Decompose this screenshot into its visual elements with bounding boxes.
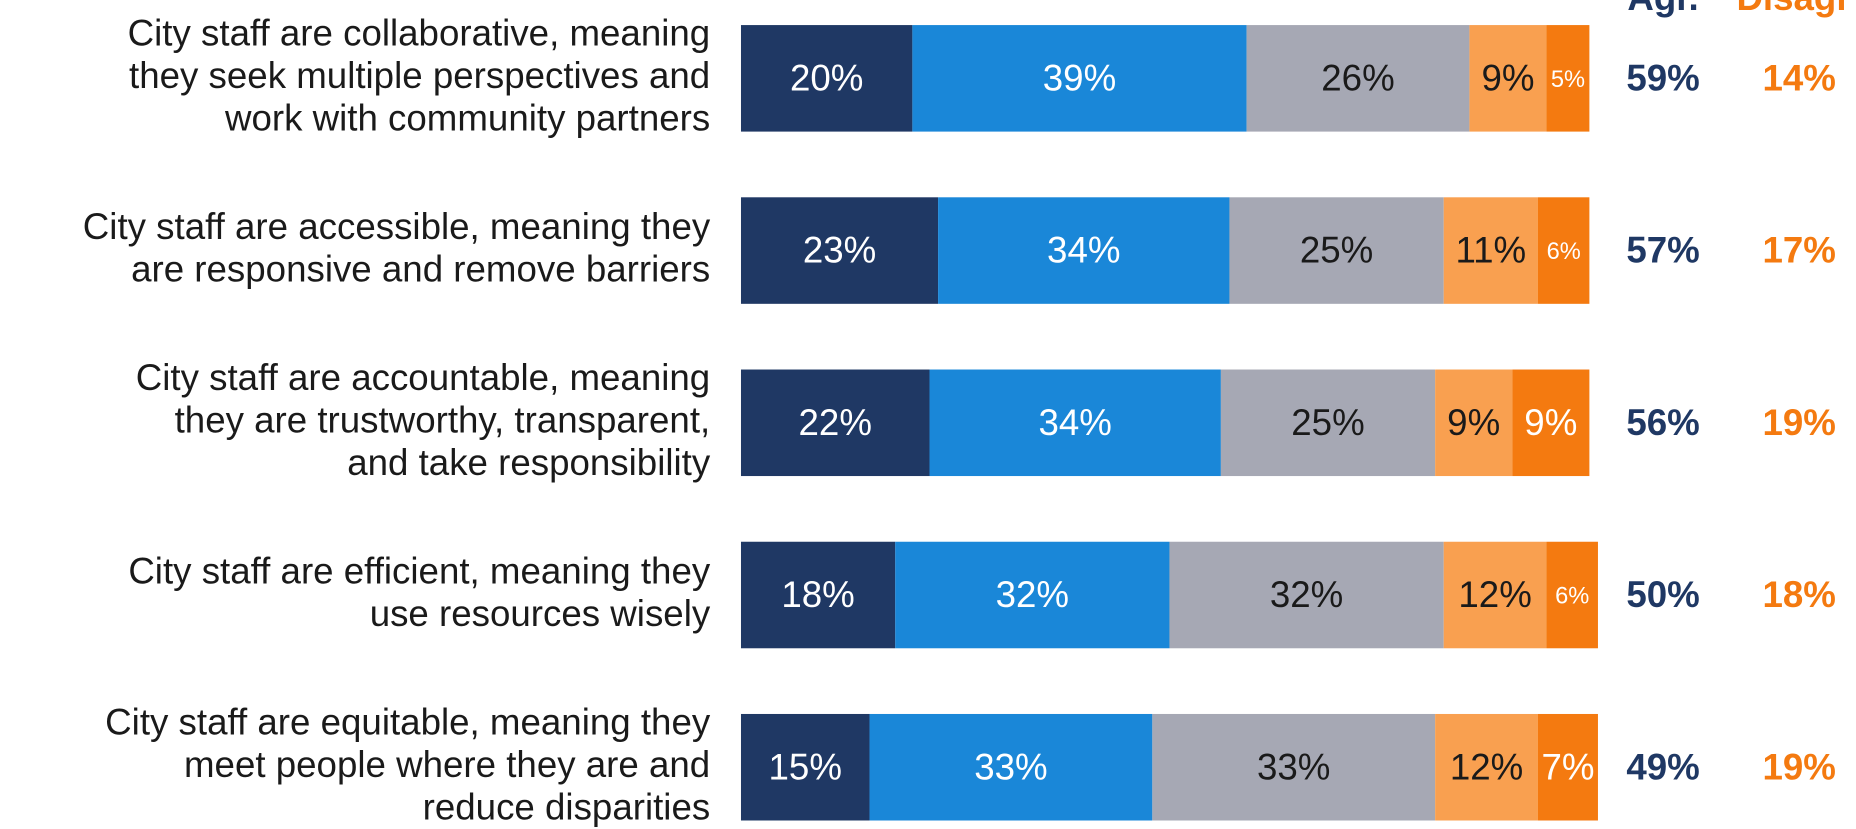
category-label: use resources wisely	[370, 593, 711, 634]
value-label: 6%	[1555, 584, 1589, 610]
total-label: 19%	[1762, 402, 1835, 443]
bar-segment	[1152, 713, 1436, 821]
category-label: City staff are accountable, meaning	[136, 357, 710, 398]
bar-segment	[929, 369, 1221, 477]
value-label: 33%	[974, 746, 1047, 787]
value-label: 9%	[1524, 402, 1577, 443]
category-label: City staff are efficient, meaning they	[128, 550, 711, 591]
value-label: 12%	[1458, 574, 1531, 615]
bar-segment	[1546, 25, 1590, 132]
value-label: 7%	[1541, 746, 1594, 787]
bar-segment	[938, 197, 1230, 304]
value-label: 34%	[1047, 230, 1120, 271]
bar-segment	[1546, 541, 1598, 649]
total-label: 49%	[1626, 746, 1699, 787]
bar-segment	[740, 197, 939, 304]
bar-segment	[1443, 197, 1538, 304]
column-header: Disagr	[1736, 0, 1850, 18]
bar-segment	[740, 541, 896, 649]
value-label: 34%	[1038, 402, 1111, 443]
value-label: 20%	[790, 57, 863, 98]
value-label: 9%	[1447, 402, 1500, 443]
total-label: 14%	[1762, 57, 1835, 98]
value-label: 26%	[1321, 57, 1394, 98]
bar-segment	[1169, 541, 1444, 649]
category-label: City staff are collaborative, meaning	[128, 12, 711, 53]
bar-segment	[895, 541, 1170, 649]
bar-segment	[1443, 541, 1547, 649]
value-label: 25%	[1291, 402, 1364, 443]
total-label: 17%	[1762, 230, 1835, 271]
category-label: are responsive and remove barriers	[131, 249, 710, 290]
category-label: they seek multiple perspectives and	[129, 55, 710, 96]
value-label: 25%	[1300, 230, 1373, 271]
bar-segment	[740, 369, 930, 477]
value-label: 15%	[769, 746, 842, 787]
value-label: 22%	[799, 402, 872, 443]
value-label: 39%	[1043, 57, 1116, 98]
category-label: meet people where they are and	[184, 744, 710, 785]
value-label: 12%	[1450, 746, 1523, 787]
value-label: 6%	[1547, 239, 1581, 265]
value-label: 32%	[1270, 574, 1343, 615]
bar-segment	[1469, 25, 1547, 132]
total-label: 19%	[1762, 746, 1835, 787]
category-label: they are trustworthy, transparent,	[175, 399, 711, 440]
value-label: 33%	[1257, 746, 1330, 787]
bar-segment	[740, 25, 913, 132]
value-label: 32%	[996, 574, 1069, 615]
bar-segment	[1435, 713, 1538, 821]
bar-segment	[1537, 197, 1590, 304]
value-label: 5%	[1551, 67, 1585, 93]
bar-segment	[1220, 369, 1436, 477]
bar-segment	[869, 713, 1153, 821]
total-label: 57%	[1626, 230, 1699, 271]
total-label: 59%	[1626, 57, 1699, 98]
column-header: Agr.	[1627, 0, 1698, 18]
value-label: 18%	[781, 574, 854, 615]
bar-segment	[1229, 197, 1444, 304]
bar-segment	[912, 25, 1247, 132]
bar-segment	[1537, 713, 1598, 821]
category-label: City staff are accessible, meaning they	[83, 206, 711, 247]
category-label: reduce disparities	[423, 787, 711, 828]
total-label: 56%	[1626, 402, 1699, 443]
bar-segment	[740, 713, 870, 821]
value-label: 11%	[1455, 230, 1526, 271]
category-label: work with community partners	[224, 98, 710, 139]
total-label: 50%	[1626, 574, 1699, 615]
category-label: and take responsibility	[347, 442, 711, 483]
total-label: 18%	[1762, 574, 1835, 615]
category-label: City staff are equitable, meaning they	[105, 701, 711, 742]
bar-segment	[1512, 369, 1590, 477]
value-label: 23%	[803, 230, 876, 271]
value-label: 9%	[1481, 57, 1534, 98]
bar-segment	[1435, 369, 1513, 477]
bar-segment	[1246, 25, 1470, 132]
